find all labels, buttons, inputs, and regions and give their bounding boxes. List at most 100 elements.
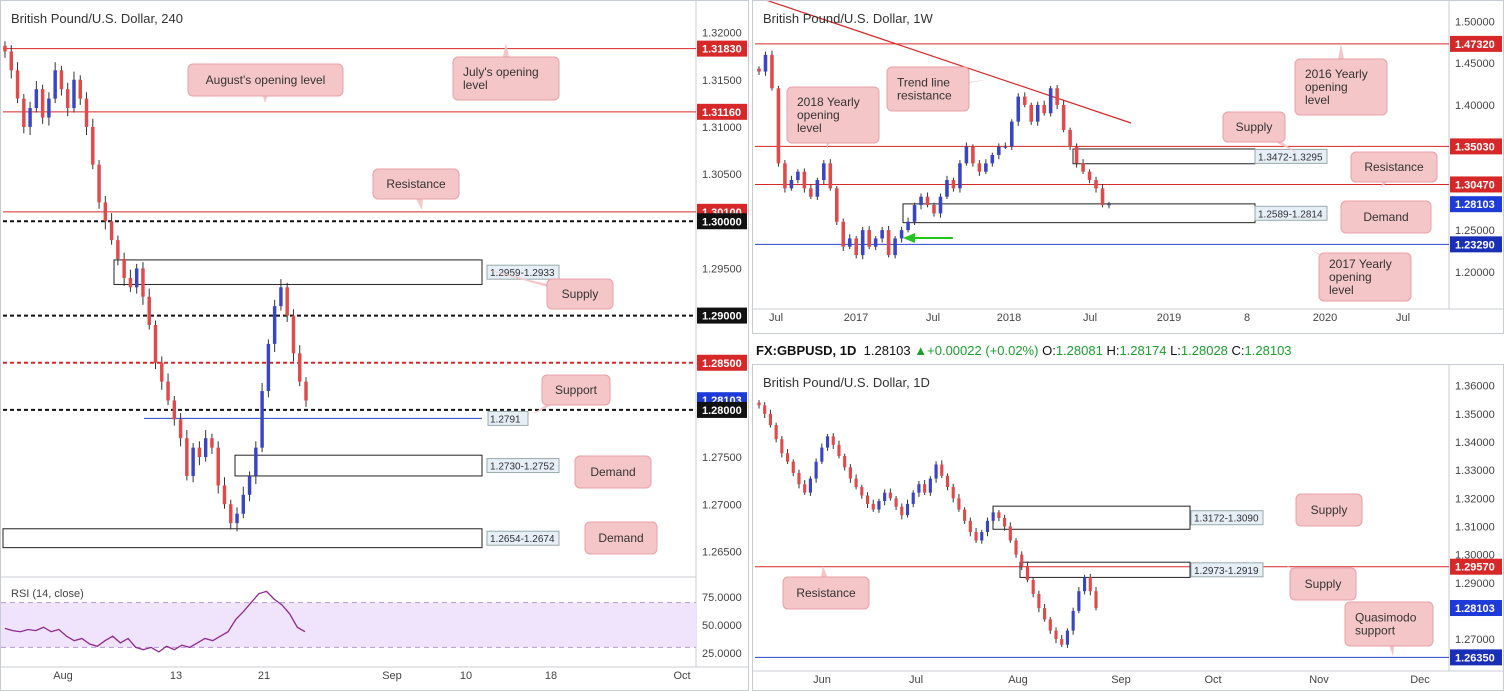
- price-tick-label: 1.50000: [1455, 17, 1495, 29]
- callout-text: Demand: [590, 465, 635, 479]
- candle-body: [1068, 129, 1072, 147]
- candle-body: [997, 512, 1001, 518]
- zone-label: 1.2959-1.2933: [490, 268, 555, 279]
- candle-body: [964, 146, 969, 164]
- rsi-line: [4, 590, 306, 653]
- candle-body: [880, 230, 884, 239]
- time-tick-label: Aug: [53, 670, 73, 682]
- candle-body: [22, 98, 26, 127]
- candle-body: [938, 196, 943, 214]
- price-tag-box: [697, 40, 747, 57]
- candle-body: [203, 438, 208, 458]
- candle-body: [867, 230, 871, 247]
- candle-body: [841, 221, 846, 247]
- price-tick-label: 1.26500: [702, 546, 742, 558]
- callout-box: [1340, 200, 1432, 234]
- candle-body: [780, 439, 784, 454]
- callout-text: Quasimodo: [1355, 611, 1417, 625]
- callout-box: [1350, 151, 1438, 183]
- annotation-callout: Resistance: [1350, 151, 1438, 188]
- callout-box: [372, 168, 460, 200]
- candle-body: [814, 461, 818, 479]
- candle-body: [911, 492, 915, 504]
- candle-body: [883, 492, 887, 502]
- callout-text: level: [463, 78, 488, 92]
- candle-body: [865, 495, 870, 504]
- time-tick-label: Jul: [909, 674, 923, 686]
- price-change: +0.00022 (+0.02%): [927, 343, 1039, 358]
- candle-body: [15, 70, 20, 99]
- time-tick-label: Nov: [1309, 674, 1329, 686]
- price-tag-box: [1450, 138, 1502, 155]
- annotation-callout: August's opening level: [187, 63, 344, 103]
- time-tick-label: Jul: [1083, 312, 1097, 324]
- price-tick-label: 1.30000: [1455, 550, 1495, 562]
- candle-body: [893, 238, 897, 256]
- candle-body: [91, 126, 95, 165]
- open-value: 1.28081: [1055, 343, 1103, 358]
- price-tag-box: [697, 307, 747, 324]
- candle-body: [990, 155, 995, 164]
- zone-rect: [234, 454, 483, 477]
- up-arrow-icon: ▲: [914, 343, 928, 358]
- price-tick-label: 1.32000: [702, 28, 742, 40]
- candle-body: [1071, 610, 1075, 631]
- candle-body: [919, 196, 923, 206]
- candle-body: [808, 478, 812, 493]
- candle-body: [72, 79, 76, 109]
- chart-title: British Pound/U.S. Dollar, 1D: [763, 375, 930, 390]
- chart-weekly-svg: 1.500001.450001.400001.350001.300001.250…: [753, 1, 1503, 324]
- candle-body: [1055, 88, 1059, 105]
- callout-box: [574, 455, 652, 489]
- candle-body: [796, 171, 800, 181]
- candle-body: [1003, 146, 1008, 148]
- green-arrow-icon: [903, 233, 915, 243]
- candle-body: [968, 520, 972, 533]
- rsi-tick-label: 25.0000: [702, 648, 742, 660]
- candle-body: [97, 164, 101, 203]
- price-tag-label: 1.35030: [1455, 141, 1495, 153]
- candle-body: [1074, 146, 1079, 164]
- candle-body: [809, 188, 813, 197]
- candle-body: [1035, 104, 1040, 122]
- candle-body: [825, 436, 830, 448]
- callout-text: 2018 Yearly: [797, 95, 860, 109]
- callout-box: [452, 56, 560, 101]
- callout-text: 2017 Yearly: [1329, 257, 1392, 271]
- price-tick-label: 1.29000: [1455, 578, 1495, 590]
- price-tick-label: 1.27000: [702, 499, 742, 511]
- price-tag-box: [1450, 236, 1502, 253]
- time-tick-label: Sep: [1111, 674, 1131, 686]
- callout-text: resistance: [897, 89, 952, 103]
- candle-body: [945, 475, 950, 488]
- candle-body: [1100, 188, 1105, 206]
- price-tag-label: 1.23290: [1455, 239, 1495, 251]
- candle-body: [153, 325, 158, 363]
- candle-body: [822, 163, 826, 181]
- chart-4h-svg: 1.32000 1.31500 1.31000 1.30500 1.30000 1.295…: [1, 1, 748, 682]
- candle-body: [1008, 526, 1012, 541]
- callout-text: Demand: [1363, 210, 1408, 224]
- candle-body: [103, 202, 108, 222]
- candle-body: [912, 205, 917, 222]
- high-label: H:: [1106, 343, 1120, 358]
- price-tag-label: 1.28103: [1455, 199, 1495, 211]
- candle-body: [928, 478, 932, 493]
- chart-panel-daily: 1.36000 1.35000 1.34000 1.33000 1.32000 1.310…: [752, 364, 1504, 691]
- candle-body: [768, 413, 772, 426]
- candle-body: [757, 68, 761, 72]
- callout-box: [187, 63, 344, 97]
- candle-body: [116, 240, 120, 259]
- time-tick-label: Sep: [382, 670, 402, 682]
- candle-body: [298, 353, 302, 382]
- candle-body: [279, 287, 283, 307]
- candle-body: [59, 70, 64, 90]
- candle-body: [1065, 630, 1070, 645]
- candle-body: [815, 180, 820, 197]
- candle-body: [923, 484, 927, 493]
- candle-body: [1054, 630, 1058, 640]
- candle-body: [216, 447, 220, 486]
